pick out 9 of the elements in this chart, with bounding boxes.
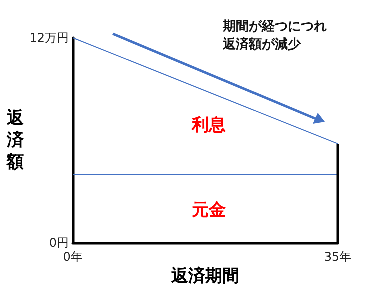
annotation: 利息 bbox=[191, 116, 226, 136]
y-tick-label: 12万円 bbox=[30, 31, 69, 45]
y-axis-title: 返済額 bbox=[6, 108, 25, 173]
annotation: 元金 bbox=[191, 200, 226, 220]
annotation: 期間が経つにつれ返済額が減少 bbox=[222, 20, 327, 52]
x-tick-label: 35年 bbox=[324, 250, 352, 264]
y-tick-label: 0円 bbox=[49, 236, 69, 250]
x-axis-title: 返済期間 bbox=[170, 266, 240, 286]
x-tick-label: 0年 bbox=[63, 250, 83, 264]
